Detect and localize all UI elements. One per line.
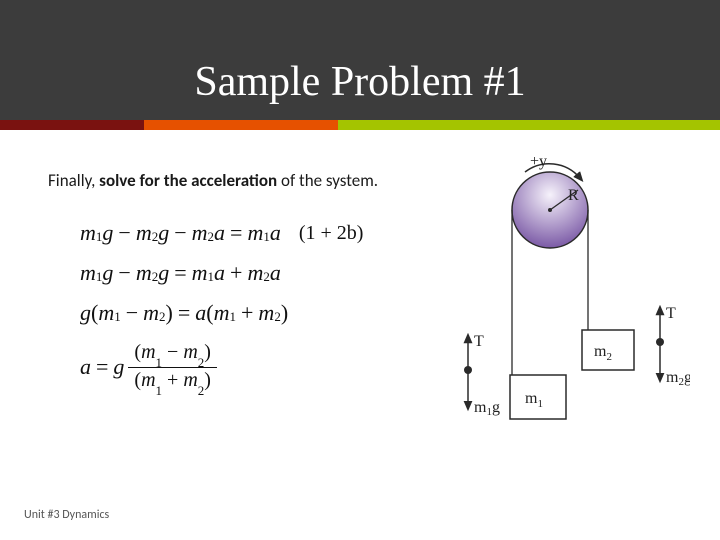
instruction-prefix: Finally, [48, 170, 99, 191]
mass-1-box [510, 375, 566, 419]
slide-header: Sample Problem #1 [0, 0, 720, 130]
accent-segment-2 [144, 120, 338, 130]
diagram-svg: +y R m1 m2 T m1g T m2g [430, 150, 690, 450]
page-title: Sample Problem #1 [0, 58, 720, 106]
instruction-text: Finally, solve for the acceleration of t… [48, 170, 378, 191]
axis-label: +y [530, 153, 547, 170]
instruction-suffix: of the system. [277, 170, 378, 191]
footer-text: Unit #3 Dynamics [24, 508, 109, 522]
radius-label: R [568, 187, 579, 204]
instruction-bold: solve for the acceleration [99, 170, 277, 191]
equation-line-1: m1g − m2g − m2a = m1a (1 + 2b) [80, 220, 363, 246]
equation-line-2: m1g − m2g = m1a + m2a [80, 260, 363, 286]
fbd-left-weight-label: m1g [474, 399, 500, 418]
equation-line-4: a = g (m1−m2) (m1+m2) [80, 340, 363, 394]
fbd-right-weight-label: m2g [666, 369, 690, 388]
equations-block: m1g − m2g − m2a = m1a (1 + 2b) m1g − m2g… [80, 220, 363, 394]
fbd-right-tension-label: T [666, 305, 676, 322]
equation-line-3: g(m1 − m2) = a(m1 + m2) [80, 300, 363, 326]
accent-segment-1 [0, 120, 144, 130]
accent-bar [0, 120, 720, 130]
mass-2-box [582, 330, 634, 370]
accent-segment-3 [338, 120, 720, 130]
equation-annotation: (1 + 2b) [299, 222, 364, 245]
pulley-diagram: +y R m1 m2 T m1g T m2g [430, 150, 690, 450]
fbd-left-tension-label: T [474, 333, 484, 350]
